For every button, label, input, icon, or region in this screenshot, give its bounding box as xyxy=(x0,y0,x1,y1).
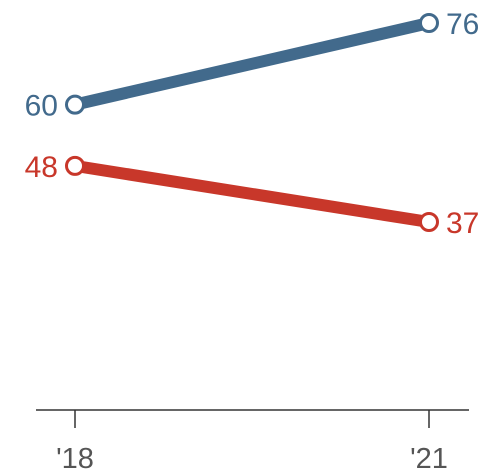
series-1-point-1 xyxy=(65,94,85,115)
series-1-data-label-2: 76 xyxy=(446,8,479,41)
series-2-point-2 xyxy=(419,212,439,232)
series-2-data-label-2: 37 xyxy=(446,207,479,240)
series-2-data-label-1: 48 xyxy=(25,151,58,184)
series-1-point-2 xyxy=(419,13,439,33)
series-1-data-label-1: 60 xyxy=(25,90,58,123)
x-tick-label-1: '18 xyxy=(56,443,94,474)
x-tick-label-2: '21 xyxy=(410,443,448,474)
x-axis: '18 '21 xyxy=(36,409,469,474)
series-layer: 60 76 48 37 xyxy=(25,8,480,240)
series-1-line xyxy=(73,17,431,111)
series-2-line xyxy=(74,159,430,228)
series-2-point-1 xyxy=(65,155,85,176)
